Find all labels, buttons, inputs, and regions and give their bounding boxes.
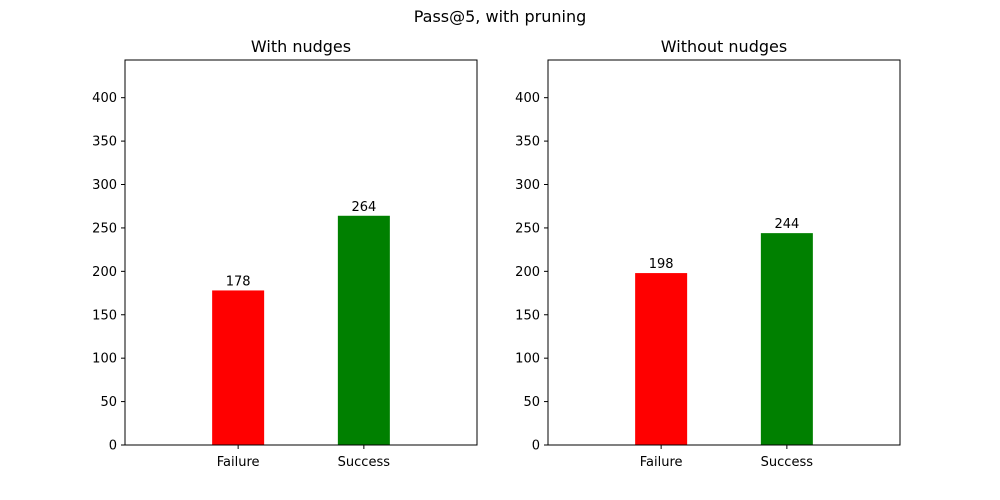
y-tick-label: 200 (92, 265, 117, 280)
data-label: 198 (649, 257, 674, 272)
y-tick-label: 300 (515, 178, 540, 193)
plot-area-frame (124, 59, 478, 446)
bar-failure (635, 273, 688, 445)
bar-success (337, 215, 390, 445)
bar-success (760, 233, 813, 445)
data-label: 244 (774, 217, 799, 232)
y-tick-label: 400 (92, 91, 117, 106)
x-tick-label: Failure (640, 455, 683, 470)
y-tick-label: 150 (515, 308, 540, 323)
figure-title: Pass@5, with pruning (413, 7, 587, 26)
data-label: 178 (226, 274, 251, 289)
chart-title: With nudges (251, 37, 351, 56)
y-tick-label: 50 (100, 395, 117, 410)
y-tick-label: 400 (515, 91, 540, 106)
y-tick-label: 300 (92, 178, 117, 193)
y-tick-label: 250 (92, 221, 117, 236)
x-tick-label: Failure (217, 455, 260, 470)
y-tick-label: 100 (92, 352, 117, 367)
y-tick-label: 150 (92, 308, 117, 323)
bar-failure (212, 290, 265, 445)
x-tick-label: Success (338, 455, 391, 470)
y-tick-label: 100 (515, 352, 540, 367)
y-tick-label: 200 (515, 265, 540, 280)
x-tick-label: Success (761, 455, 814, 470)
plot-area-frame (547, 59, 901, 446)
y-tick-label: 350 (515, 135, 540, 150)
data-label: 264 (351, 200, 376, 215)
chart-panel-1: With nudges 0 50 100 150 200 250 300 350 400 Failu… (92, 37, 478, 470)
y-tick-label: 0 (109, 439, 117, 454)
y-tick-label: 50 (523, 395, 540, 410)
y-tick-label: 250 (515, 221, 540, 236)
chart-panel-2: Without nudges 0 50 100 150 200 250 300 350 400 Fa… (515, 37, 901, 470)
chart-title: Without nudges (661, 37, 787, 56)
y-tick-label: 0 (532, 439, 540, 454)
y-tick-label: 350 (92, 135, 117, 150)
